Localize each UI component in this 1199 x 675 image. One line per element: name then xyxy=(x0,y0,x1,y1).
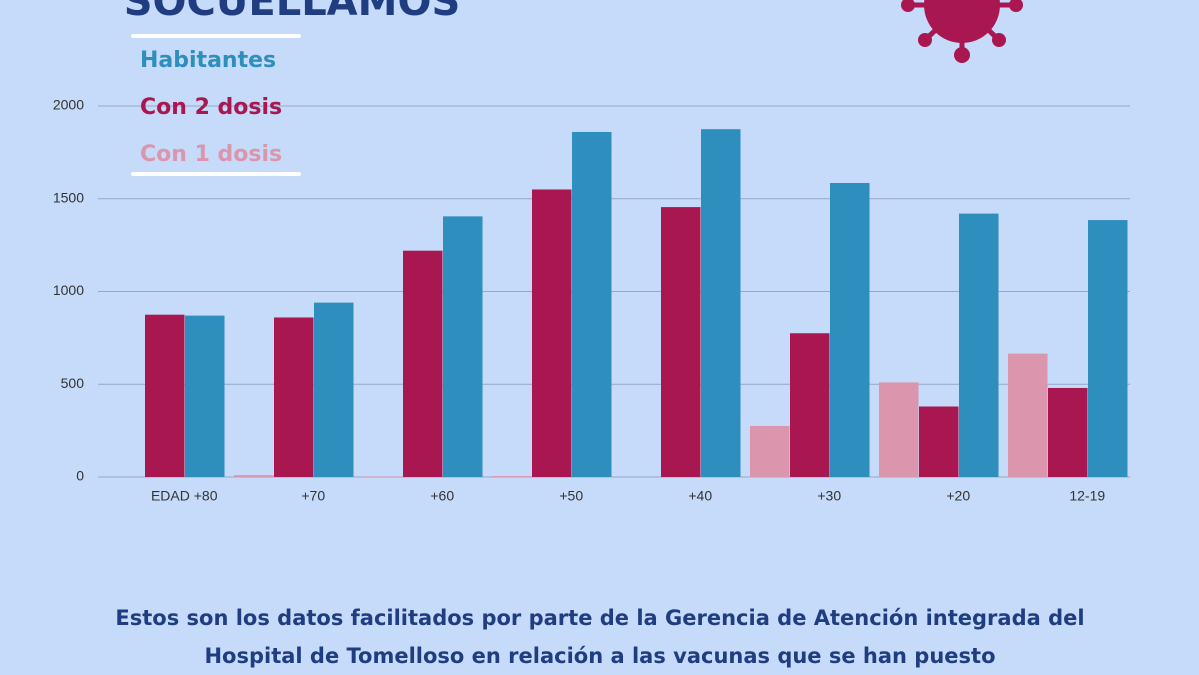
bar xyxy=(1008,353,1048,477)
x-tick-label: +40 xyxy=(688,488,712,504)
bar xyxy=(701,129,741,477)
virus-icon xyxy=(901,0,1023,63)
bar xyxy=(403,250,443,477)
x-tick-label: +70 xyxy=(301,488,325,504)
bar xyxy=(274,317,314,477)
y-tick-label: 0 xyxy=(76,468,84,484)
y-tick-label: 1500 xyxy=(53,189,84,205)
chart-title: SOCUELLAMOS xyxy=(124,0,461,25)
legend-entry: Con 2 dosis xyxy=(140,95,282,120)
x-tick-label: EDAD +80 xyxy=(151,488,218,504)
caption-line: Estos son los datos facilitados por part… xyxy=(115,606,1084,630)
bar xyxy=(532,189,572,477)
x-tick-label: +30 xyxy=(817,488,841,504)
caption-line: Hospital de Tomelloso en relación a las … xyxy=(204,644,995,668)
bar xyxy=(1048,387,1088,477)
bar xyxy=(750,425,790,477)
bar xyxy=(1088,220,1128,477)
bar xyxy=(234,475,274,477)
legend: Habitantes Con 2 dosis Con 1 dosis xyxy=(140,48,282,167)
bar xyxy=(919,406,959,477)
bar xyxy=(959,213,999,477)
y-tick-label: 500 xyxy=(61,375,85,391)
x-tick-label: 12-19 xyxy=(1069,488,1105,504)
x-tick-label: +60 xyxy=(430,488,454,504)
bar xyxy=(145,314,185,477)
bar xyxy=(443,216,483,477)
y-tick-label: 1000 xyxy=(53,282,84,298)
x-tick-label: +20 xyxy=(946,488,970,504)
grid: 0 500 1000 1500 2000 EDAD +80 +70 +60 +50 +40 +30 +… xyxy=(53,97,1130,504)
bar xyxy=(790,333,830,477)
x-tick-label: +50 xyxy=(559,488,583,504)
bar xyxy=(492,476,532,477)
legend-entry: Con 1 dosis xyxy=(140,142,282,167)
bar xyxy=(572,131,612,477)
bar xyxy=(830,182,870,478)
bar xyxy=(661,207,701,477)
bar xyxy=(879,382,919,477)
caption: Estos son los datos facilitados por part… xyxy=(115,606,1084,668)
bar xyxy=(185,315,225,477)
bars xyxy=(145,129,1128,478)
bar xyxy=(363,476,403,477)
legend-entry: Habitantes xyxy=(140,48,276,73)
y-tick-label: 2000 xyxy=(53,97,84,113)
bar xyxy=(314,302,354,477)
